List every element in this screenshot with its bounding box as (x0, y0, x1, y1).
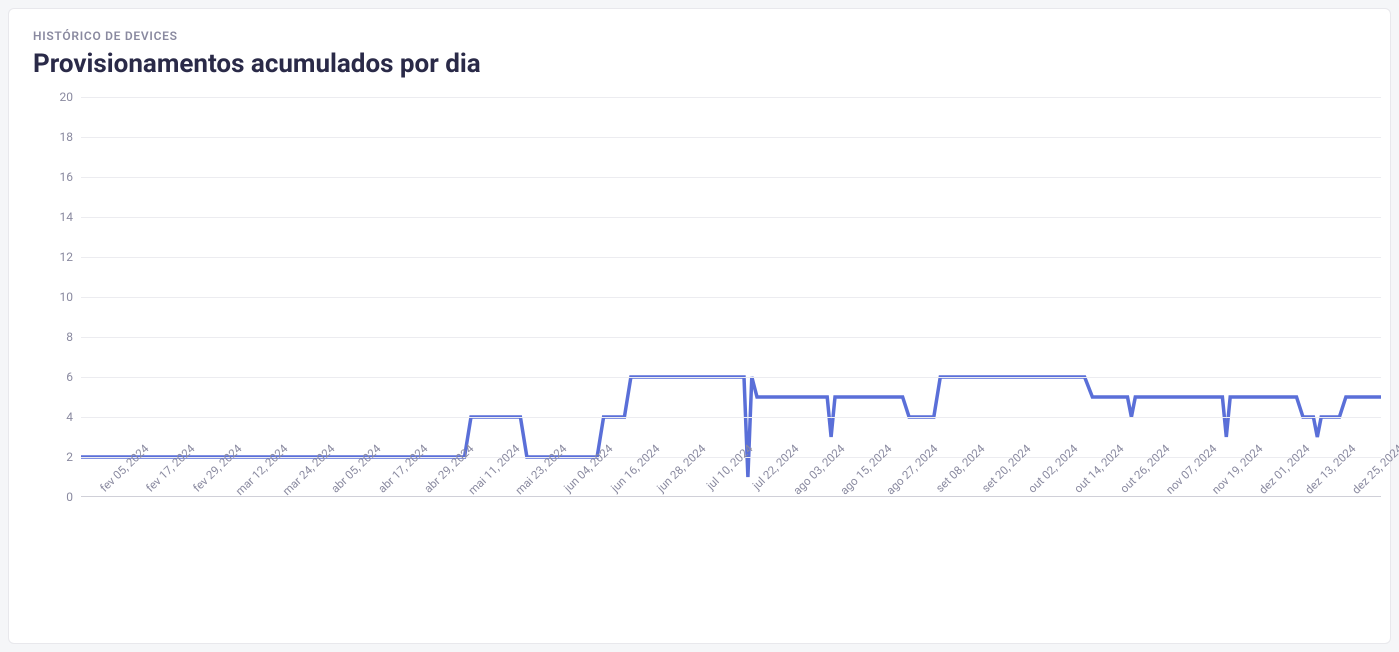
y-tick-label: 10 (37, 290, 73, 304)
card-title: Provisionamentos acumulados por dia (33, 49, 1366, 79)
y-tick-label: 8 (37, 330, 73, 344)
y-tick-label: 14 (37, 210, 73, 224)
y-tick-label: 12 (37, 250, 73, 264)
grid-line (81, 417, 1381, 418)
y-axis: 02468101214161820 (33, 97, 73, 497)
grid-line (81, 97, 1381, 98)
y-tick-label: 6 (37, 370, 73, 384)
device-history-card: HISTÓRICO DE DEVICES Provisionamentos ac… (8, 8, 1391, 644)
grid-line (81, 297, 1381, 298)
provisioning-line-chart: 02468101214161820 fev 05, 2024fev 17, 20… (33, 97, 1366, 617)
y-tick-label: 18 (37, 130, 73, 144)
y-tick-label: 4 (37, 410, 73, 424)
y-tick-label: 16 (37, 170, 73, 184)
plot-area: fev 05, 2024fev 17, 2024fev 29, 2024mar … (81, 97, 1381, 497)
y-tick-label: 20 (37, 90, 73, 104)
y-tick-label: 2 (37, 450, 73, 464)
grid-line (81, 177, 1381, 178)
grid-line (81, 217, 1381, 218)
y-tick-label: 0 (37, 490, 73, 504)
grid-line (81, 337, 1381, 338)
grid-line (81, 257, 1381, 258)
card-overline: HISTÓRICO DE DEVICES (33, 29, 1366, 43)
grid-line (81, 137, 1381, 138)
grid-line (81, 377, 1381, 378)
